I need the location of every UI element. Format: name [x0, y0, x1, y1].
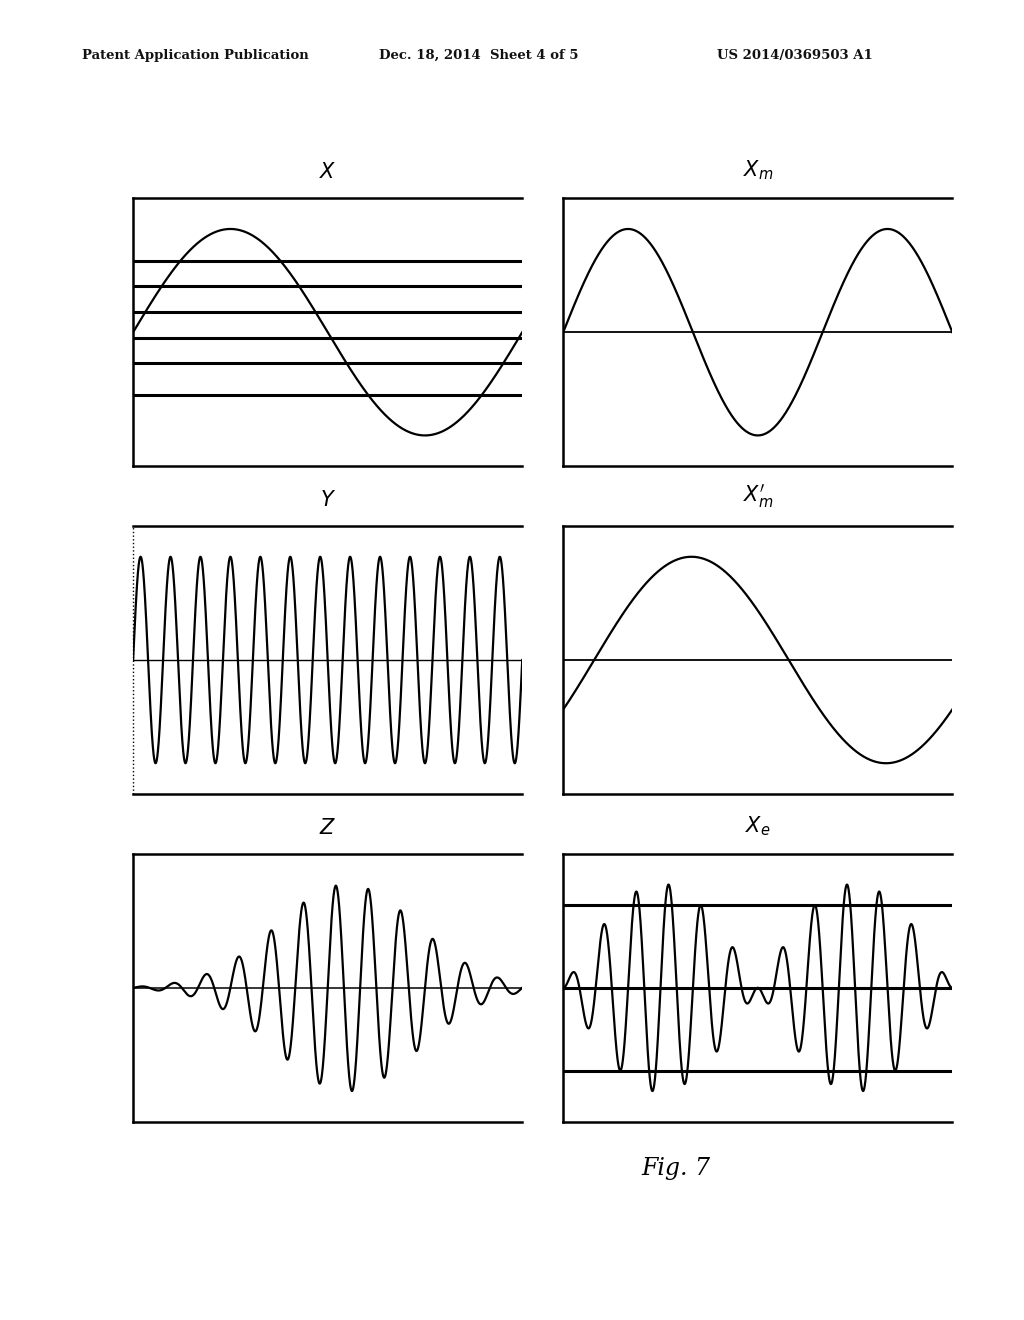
Text: $X_e$: $X_e$ — [745, 814, 770, 838]
Text: Dec. 18, 2014  Sheet 4 of 5: Dec. 18, 2014 Sheet 4 of 5 — [379, 49, 579, 62]
Text: Patent Application Publication: Patent Application Publication — [82, 49, 308, 62]
Text: $Y$: $Y$ — [319, 490, 336, 510]
Text: $X_{m}'$: $X_{m}'$ — [742, 482, 773, 510]
Text: $X_m$: $X_m$ — [742, 158, 773, 182]
Text: US 2014/0369503 A1: US 2014/0369503 A1 — [717, 49, 872, 62]
Text: Fig. 7: Fig. 7 — [641, 1156, 711, 1180]
Text: $X$: $X$ — [318, 162, 337, 182]
Text: $Z$: $Z$ — [319, 818, 336, 838]
